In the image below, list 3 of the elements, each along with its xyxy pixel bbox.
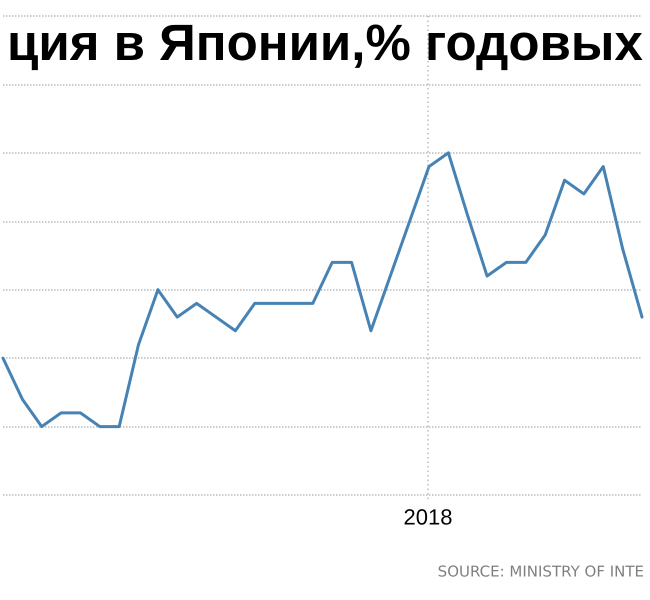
text: 2018 — [404, 504, 452, 530]
source-note: SOURCE: MINISTRY OF INTE — [438, 562, 644, 580]
chart-title: ция в Японии,% годовых — [7, 14, 643, 71]
